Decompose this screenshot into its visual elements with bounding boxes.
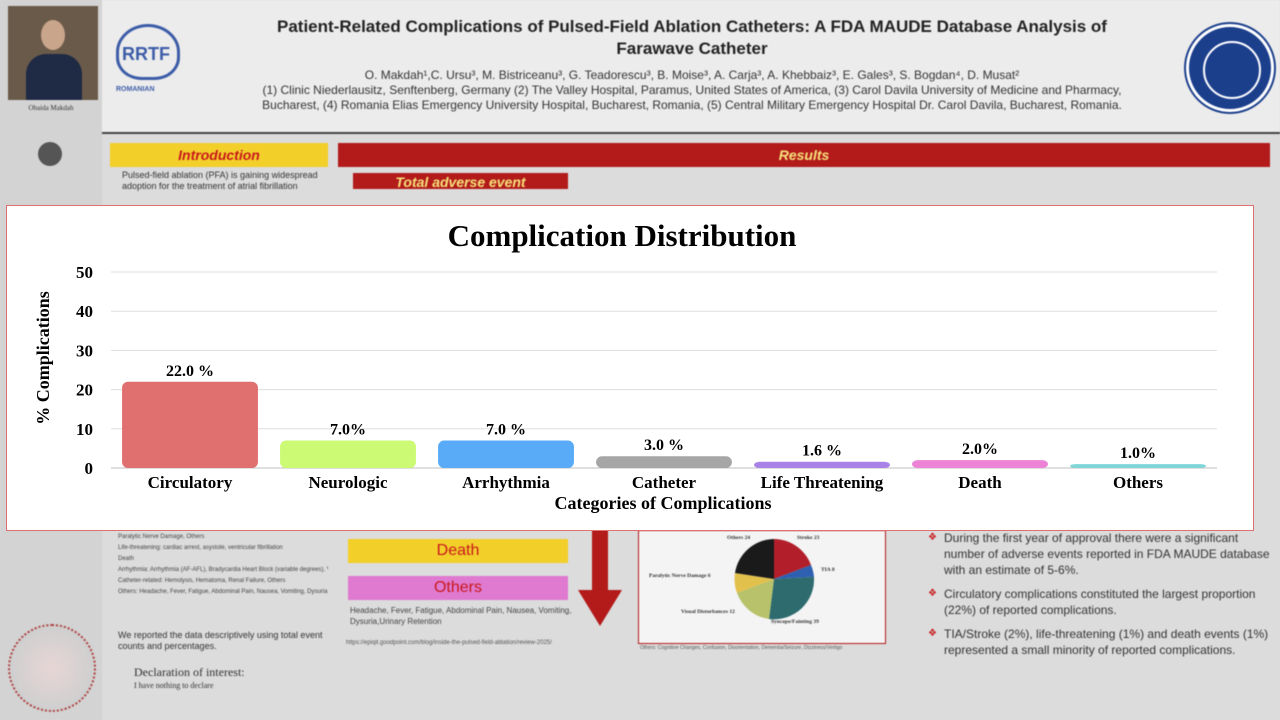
others-tag: Others xyxy=(348,576,568,600)
pie-chart-panel: Others 24 Stroke 23 TIA 8 Paralytic Nerv… xyxy=(638,530,886,644)
pie-label: Syncope/Fainting 39 xyxy=(771,619,819,625)
value-label: 1.0% xyxy=(1120,445,1156,462)
poster-authors: O. Makdah¹,C. Ursu³, M. Bistriceanu³, G.… xyxy=(262,68,1122,112)
list-item: During the first year of approval there … xyxy=(928,530,1272,578)
y-axis-label: % Complications xyxy=(33,291,53,425)
list-item: Circulatory complications constituted th… xyxy=(928,586,1272,618)
x-tick-label: Neurologic xyxy=(308,473,387,492)
poster-header: RRTF ROMANIAN Patient-Related Complicati… xyxy=(102,0,1280,134)
list-item: Life-threatening: cardiac arrest, asysto… xyxy=(118,545,283,551)
declaration-heading: Declaration of interest: xyxy=(134,665,245,679)
others-text: Headache, Fever, Fatigue, Abdominal Pain… xyxy=(350,606,572,626)
y-tick-label: 40 xyxy=(76,302,93,321)
bar xyxy=(912,460,1048,468)
bar xyxy=(122,381,258,468)
rrtf-logo: RRTF ROMANIAN xyxy=(110,24,184,104)
poster-title: Patient-Related Complications of Pulsed-… xyxy=(277,17,1107,58)
pie-note: Others: Cognitive Changes, Confusion, Di… xyxy=(640,645,843,651)
death-tag: Death xyxy=(348,539,568,563)
value-label: 1.6 % xyxy=(802,443,842,460)
list-item: Arrhythmia: Arrhythmia (AF-AFL), Bradyca… xyxy=(118,567,328,573)
complication-bar-chart: Complication Distribution 0 10 20 30 40 50 22… xyxy=(33,218,1217,513)
source-url: https://epiqit.goodpoint.com/blog/inside… xyxy=(346,640,552,646)
list-item: Death xyxy=(118,556,135,562)
x-axis-label: Categories of Complications xyxy=(555,493,772,513)
pie-chart xyxy=(734,539,815,620)
pie-label: Stroke 23 xyxy=(797,535,820,541)
y-tick-label: 50 xyxy=(76,263,93,282)
pie-label: Visual Disturbances 12 xyxy=(681,609,735,615)
presenter-photo xyxy=(8,6,98,100)
university-seal-icon xyxy=(1186,24,1274,112)
y-tick-label: 20 xyxy=(76,381,93,400)
results-heading: Results xyxy=(338,143,1270,167)
value-label: 3.0 % xyxy=(644,437,684,454)
chart-zoom-overlay: Complication Distribution 0 10 20 30 40 50 22… xyxy=(6,205,1254,531)
pie-label: TIA 8 xyxy=(821,567,835,573)
methods-summary: We reported the data descriptively using… xyxy=(118,630,323,651)
webcam-dot-icon xyxy=(38,142,62,166)
declaration-text: I have nothing to declare xyxy=(134,681,214,690)
x-tick-label: Life Threatening xyxy=(761,473,884,492)
bar xyxy=(1070,464,1206,468)
x-tick-label: Others xyxy=(1113,473,1163,492)
list-item: Paralytic Nerve Damage, Others xyxy=(118,534,205,540)
presenter-name: Obaida Makdah xyxy=(28,104,74,112)
value-label: 22.0 % xyxy=(166,363,214,380)
value-label: 2.0% xyxy=(962,441,998,458)
down-arrow-icon xyxy=(578,530,622,626)
y-tick-label: 0 xyxy=(85,459,94,478)
value-label: 7.0% xyxy=(330,422,366,439)
pie-label: Paralytic Nerve Damage 6 xyxy=(649,573,711,579)
total-adverse-heading: Total adverse event xyxy=(353,173,568,189)
introduction-heading: Introduction xyxy=(110,143,328,167)
bar xyxy=(754,461,890,468)
introduction-text: Pulsed-field ablation (PFA) is gaining w… xyxy=(122,170,318,191)
list-item: Others: Headache, Fever, Fatigue, Abdomi… xyxy=(118,589,328,595)
y-tick-label: 30 xyxy=(76,341,93,360)
x-tick-label: Arrhythmia xyxy=(462,473,550,492)
pie-label: Others 24 xyxy=(727,535,750,541)
x-tick-label: Circulatory xyxy=(148,473,233,492)
list-item: Catheter-related: Hemolysis, Hematoma, R… xyxy=(118,578,286,584)
bar xyxy=(596,456,732,468)
x-tick-label: Catheter xyxy=(632,473,697,492)
list-item: TIA/Stroke (2%), life-threatening (1%) a… xyxy=(928,626,1272,658)
chart-title: Complication Distribution xyxy=(448,218,797,253)
y-tick-label: 10 xyxy=(76,420,93,439)
methods-list: Paralytic Nerve Damage, Others Life-thre… xyxy=(118,532,328,598)
globe-logo-icon xyxy=(8,624,96,712)
value-label: 7.0 % xyxy=(486,422,526,439)
x-tick-label: Death xyxy=(958,473,1002,492)
bar xyxy=(280,440,416,468)
conclusions-list: During the first year of approval there … xyxy=(928,530,1272,666)
bar xyxy=(438,440,574,468)
